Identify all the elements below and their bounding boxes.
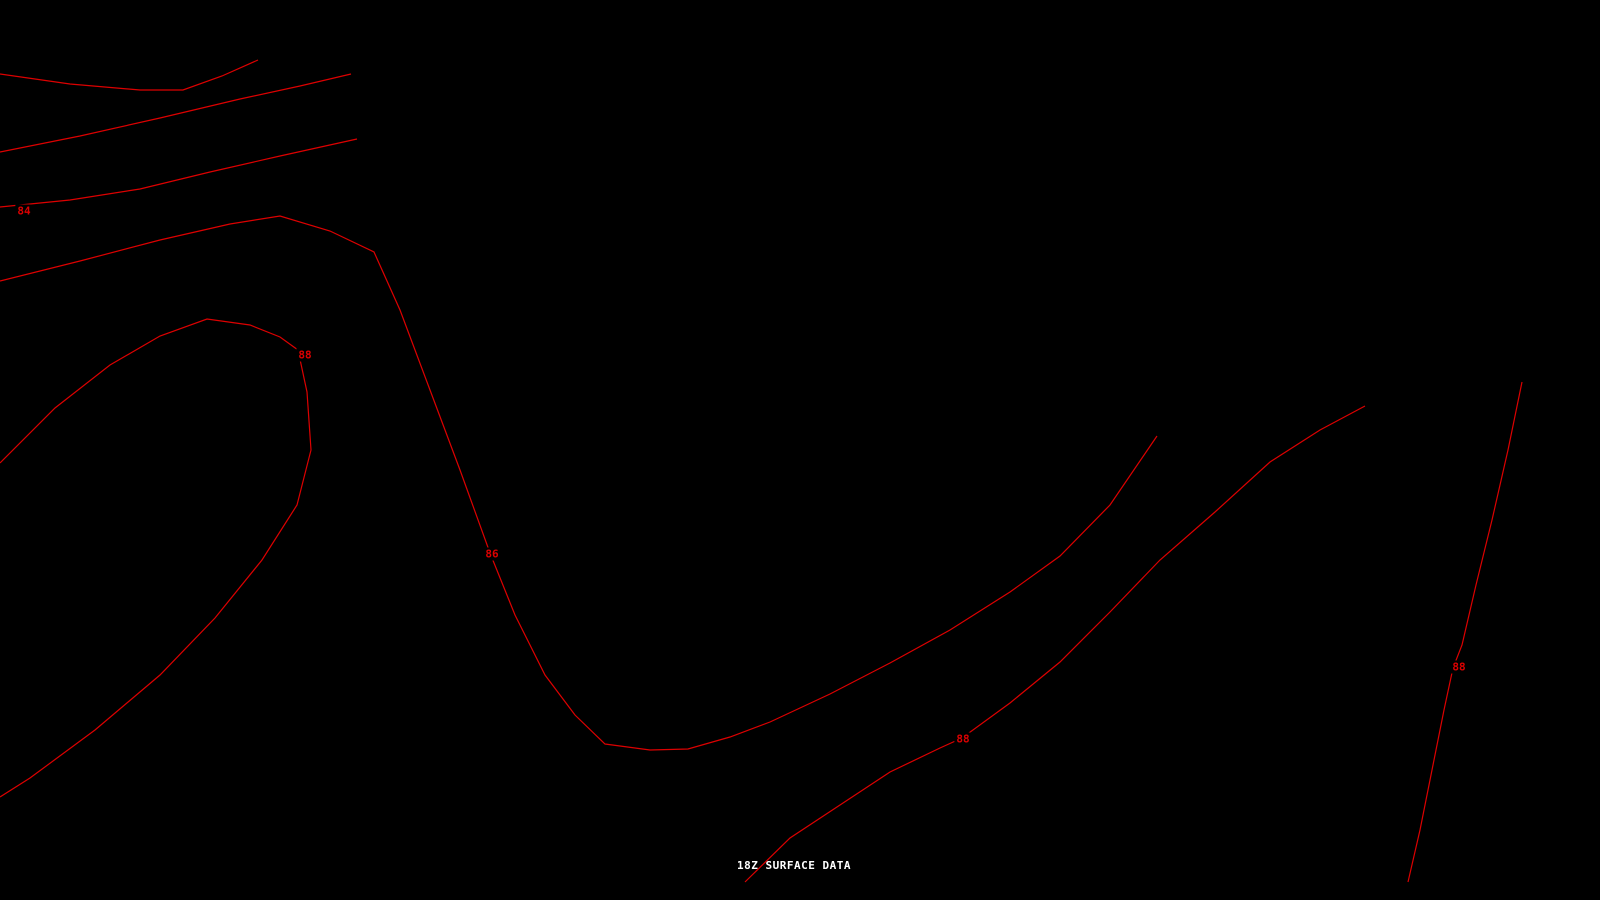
isotherm-contour-line [0,73,352,153]
map-title: 18Z SURFACE DATA [737,859,851,872]
isotherm-contour-line [0,318,312,798]
isotherm-contour-line [0,138,358,208]
isotherm-contour-line [744,405,1366,883]
isotherm-contour-line [0,59,259,91]
isotherm-contour-line [0,215,1158,751]
isotherm-contour-line [1407,381,1523,883]
